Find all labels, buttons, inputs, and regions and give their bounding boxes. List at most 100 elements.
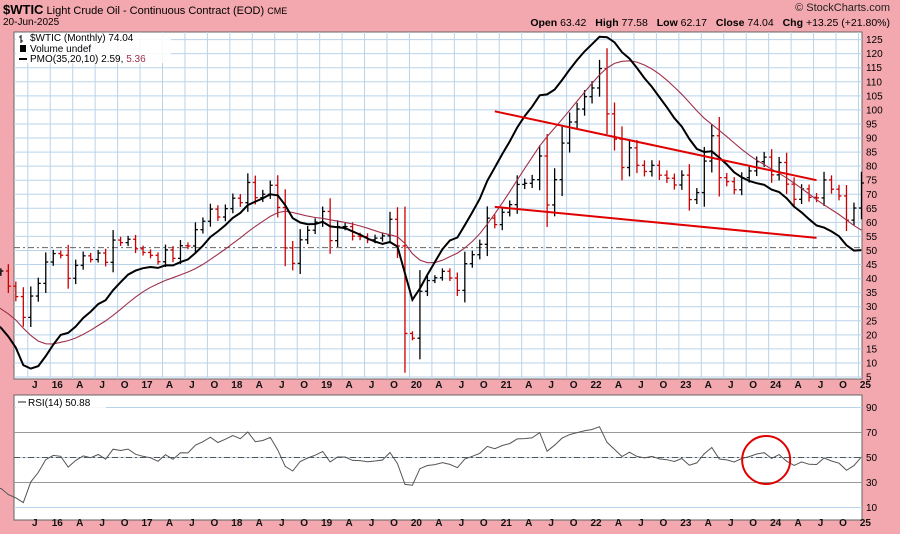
ohlc-bar (177, 240, 183, 265)
price-panel: 5 10 15 20 25 30 35 40 45 50 55 60 65 70 75 80 85 90 95 100… (0, 31, 883, 520)
ohlc-bar (858, 171, 864, 220)
x-tick-label: A (166, 380, 173, 391)
x-tick-label: J (189, 518, 195, 529)
x-tick-label: 20 (411, 380, 423, 391)
ohlc-bar (140, 245, 146, 256)
ohlc-bars (0, 48, 864, 373)
ohlc-bar (5, 264, 11, 294)
legend-volume-text: Volume undef (30, 44, 91, 55)
ohlc-bar (671, 173, 677, 190)
y-tick-label: 15 (866, 344, 878, 355)
ohlc-bar (148, 249, 154, 259)
y-tick-label: 45 (866, 260, 878, 271)
ohlc-bar (454, 272, 460, 296)
x-tick-label: J (369, 380, 375, 391)
legend-pmo-text: PMO(35,20,10) 2.59, 5.36 (30, 54, 146, 65)
legend-pmo-label: PMO(35,20,10) (30, 54, 101, 65)
pmo-line (0, 35, 862, 370)
x-tick-label: J (32, 518, 38, 529)
ohlc-bar (694, 188, 700, 205)
y-tick-label: 95 (866, 119, 878, 130)
x-tick-label: O (300, 380, 308, 391)
ohlc-bar (28, 286, 34, 328)
ohlc-bar (814, 193, 820, 203)
x-tick-label: O (390, 518, 398, 529)
ohlc-bar (641, 160, 647, 177)
ohlc-bar (477, 239, 483, 260)
y-tick-label: 115 (866, 63, 882, 74)
ohlc-bar (252, 175, 258, 205)
x-tick-label: A (705, 518, 712, 529)
ohlc-bar (35, 277, 41, 302)
x-tick-label: O (300, 518, 308, 529)
chg-value: +13.25 (+21.80%) (805, 17, 890, 29)
ohlc-bar (649, 160, 655, 177)
close-value: 74.04 (747, 17, 774, 29)
y-tick-label: 55 (866, 232, 878, 243)
y-tick-label: 20 (866, 330, 878, 341)
x-tick-label: J (32, 380, 38, 391)
y-tick-label: 100 (866, 105, 883, 116)
ohlc-bar (469, 250, 475, 268)
x-tick-label: A (345, 380, 352, 391)
x-tick-label: 17 (141, 380, 153, 391)
x-tick-label: A (615, 518, 622, 529)
ohlc-bar (230, 193, 236, 214)
x-tick-label: 18 (231, 518, 243, 529)
ohlc-bar (589, 81, 595, 104)
ohlc-bar (409, 331, 415, 341)
x-tick-label: A (166, 518, 173, 529)
y-tick-label: 5 (866, 373, 872, 384)
y-tick-label: 35 (866, 288, 878, 299)
ohlc-bar (597, 59, 603, 97)
x-tick-label: A (435, 380, 442, 391)
x-tick-label: 16 (52, 518, 64, 529)
price-panel-bg (13, 31, 863, 380)
x-tick-label: J (459, 518, 465, 529)
x-tick-label: O (390, 380, 398, 391)
x-tick-label: J (548, 380, 554, 391)
x-tick-label: J (638, 518, 644, 529)
exchange: CME (267, 6, 288, 16)
ohlc-bar (185, 242, 191, 250)
legend-volume-icon (20, 45, 26, 52)
rsi-legend-bg (16, 396, 106, 408)
x-tick-label: J (279, 518, 285, 529)
y-tick-label: 40 (866, 274, 878, 285)
x-tick-label: J (818, 518, 824, 529)
x-tick-label: J (728, 518, 734, 529)
ohlc-bar (612, 102, 617, 151)
ohlc-bar (163, 244, 168, 268)
ohlc-bar (769, 149, 775, 183)
x-tick-label: A (256, 518, 263, 529)
ohlc-bar (380, 232, 386, 242)
rsi-line (0, 426, 862, 504)
x-tick-label: J (459, 380, 465, 391)
ohlc-bar (709, 124, 715, 173)
ohlc-bar (95, 249, 101, 263)
y-tick-label: 65 (866, 204, 878, 215)
ohlc-bar (634, 140, 640, 174)
x-tick-label: O (749, 518, 757, 529)
chart-date: 20-Jun-2025 (3, 17, 60, 28)
x-tick-label: A (76, 380, 83, 391)
trendline (494, 205, 817, 239)
ohlc-bar (537, 145, 543, 191)
ohlc-bar (499, 206, 505, 231)
x-tick-label: A (794, 380, 801, 391)
x-tick-label: 24 (770, 518, 782, 529)
ohlc-bar (118, 236, 124, 246)
y-tick-label: 60 (866, 218, 878, 229)
x-tick-label: O (480, 380, 488, 391)
ohlc-bar (0, 268, 4, 276)
x-tick-label: J (548, 518, 554, 529)
x-tick-label: O (749, 380, 757, 391)
ohlc-bar (402, 206, 408, 373)
brand-logo: © StockCharts.com (795, 2, 890, 14)
symbol: $WTIC (3, 2, 44, 17)
ohlc-bar (125, 235, 131, 247)
ohlc-bar (80, 251, 86, 270)
rsi-tick-label: 70 (866, 428, 878, 439)
y-tick-label: 85 (866, 148, 878, 159)
chart-title: $WTIC Light Crude Oil - Continuous Contr… (3, 2, 287, 17)
